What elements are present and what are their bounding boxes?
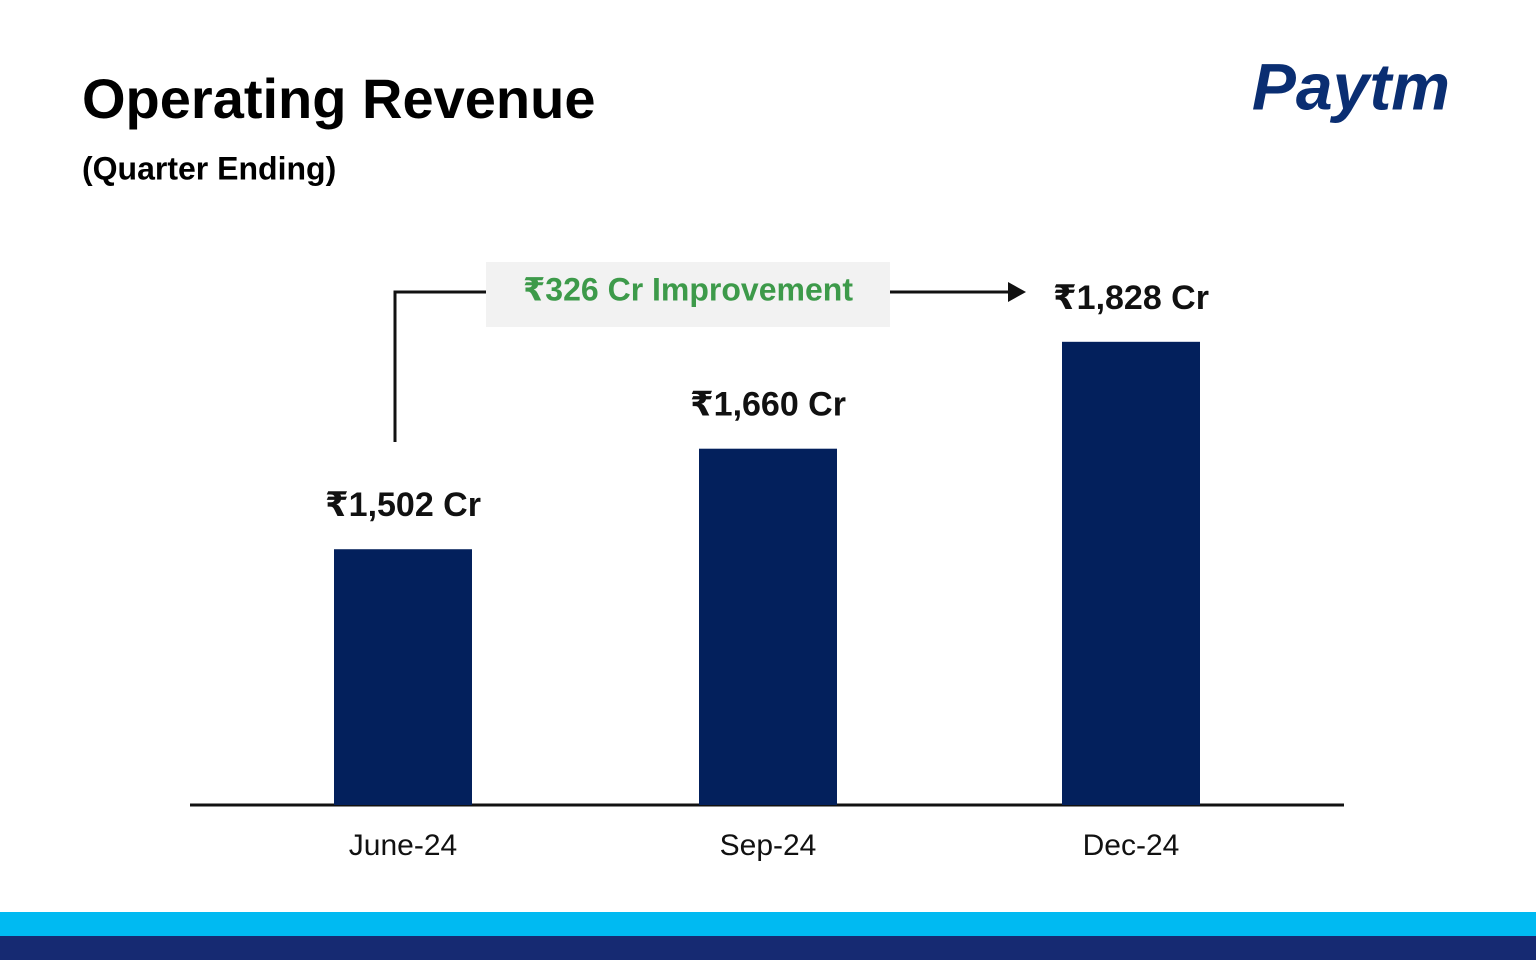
footer-stripe [0,912,1536,936]
chart-title: Operating Revenue [82,67,595,130]
annotation: ₹326 Cr Improvement [523,271,853,307]
chart-subtitle: (Quarter Ending) [82,150,336,186]
bar [1062,341,1200,805]
connector [393,290,486,442]
bar [334,549,472,805]
x-tick-label: Dec-24 [1083,829,1180,862]
arrow-head [1008,282,1026,302]
value-label: ₹1,660 Cr [690,386,846,424]
value-label: ₹1,828 Cr [1053,279,1209,317]
x-tick-label: June-24 [349,829,457,862]
logo: Paytm [1252,49,1450,123]
annotation-box [486,262,890,327]
value-label: ₹1,502 Cr [325,486,481,524]
footer-stripe [0,936,1536,960]
bar [699,448,837,805]
x-tick-label: Sep-24 [720,829,817,862]
